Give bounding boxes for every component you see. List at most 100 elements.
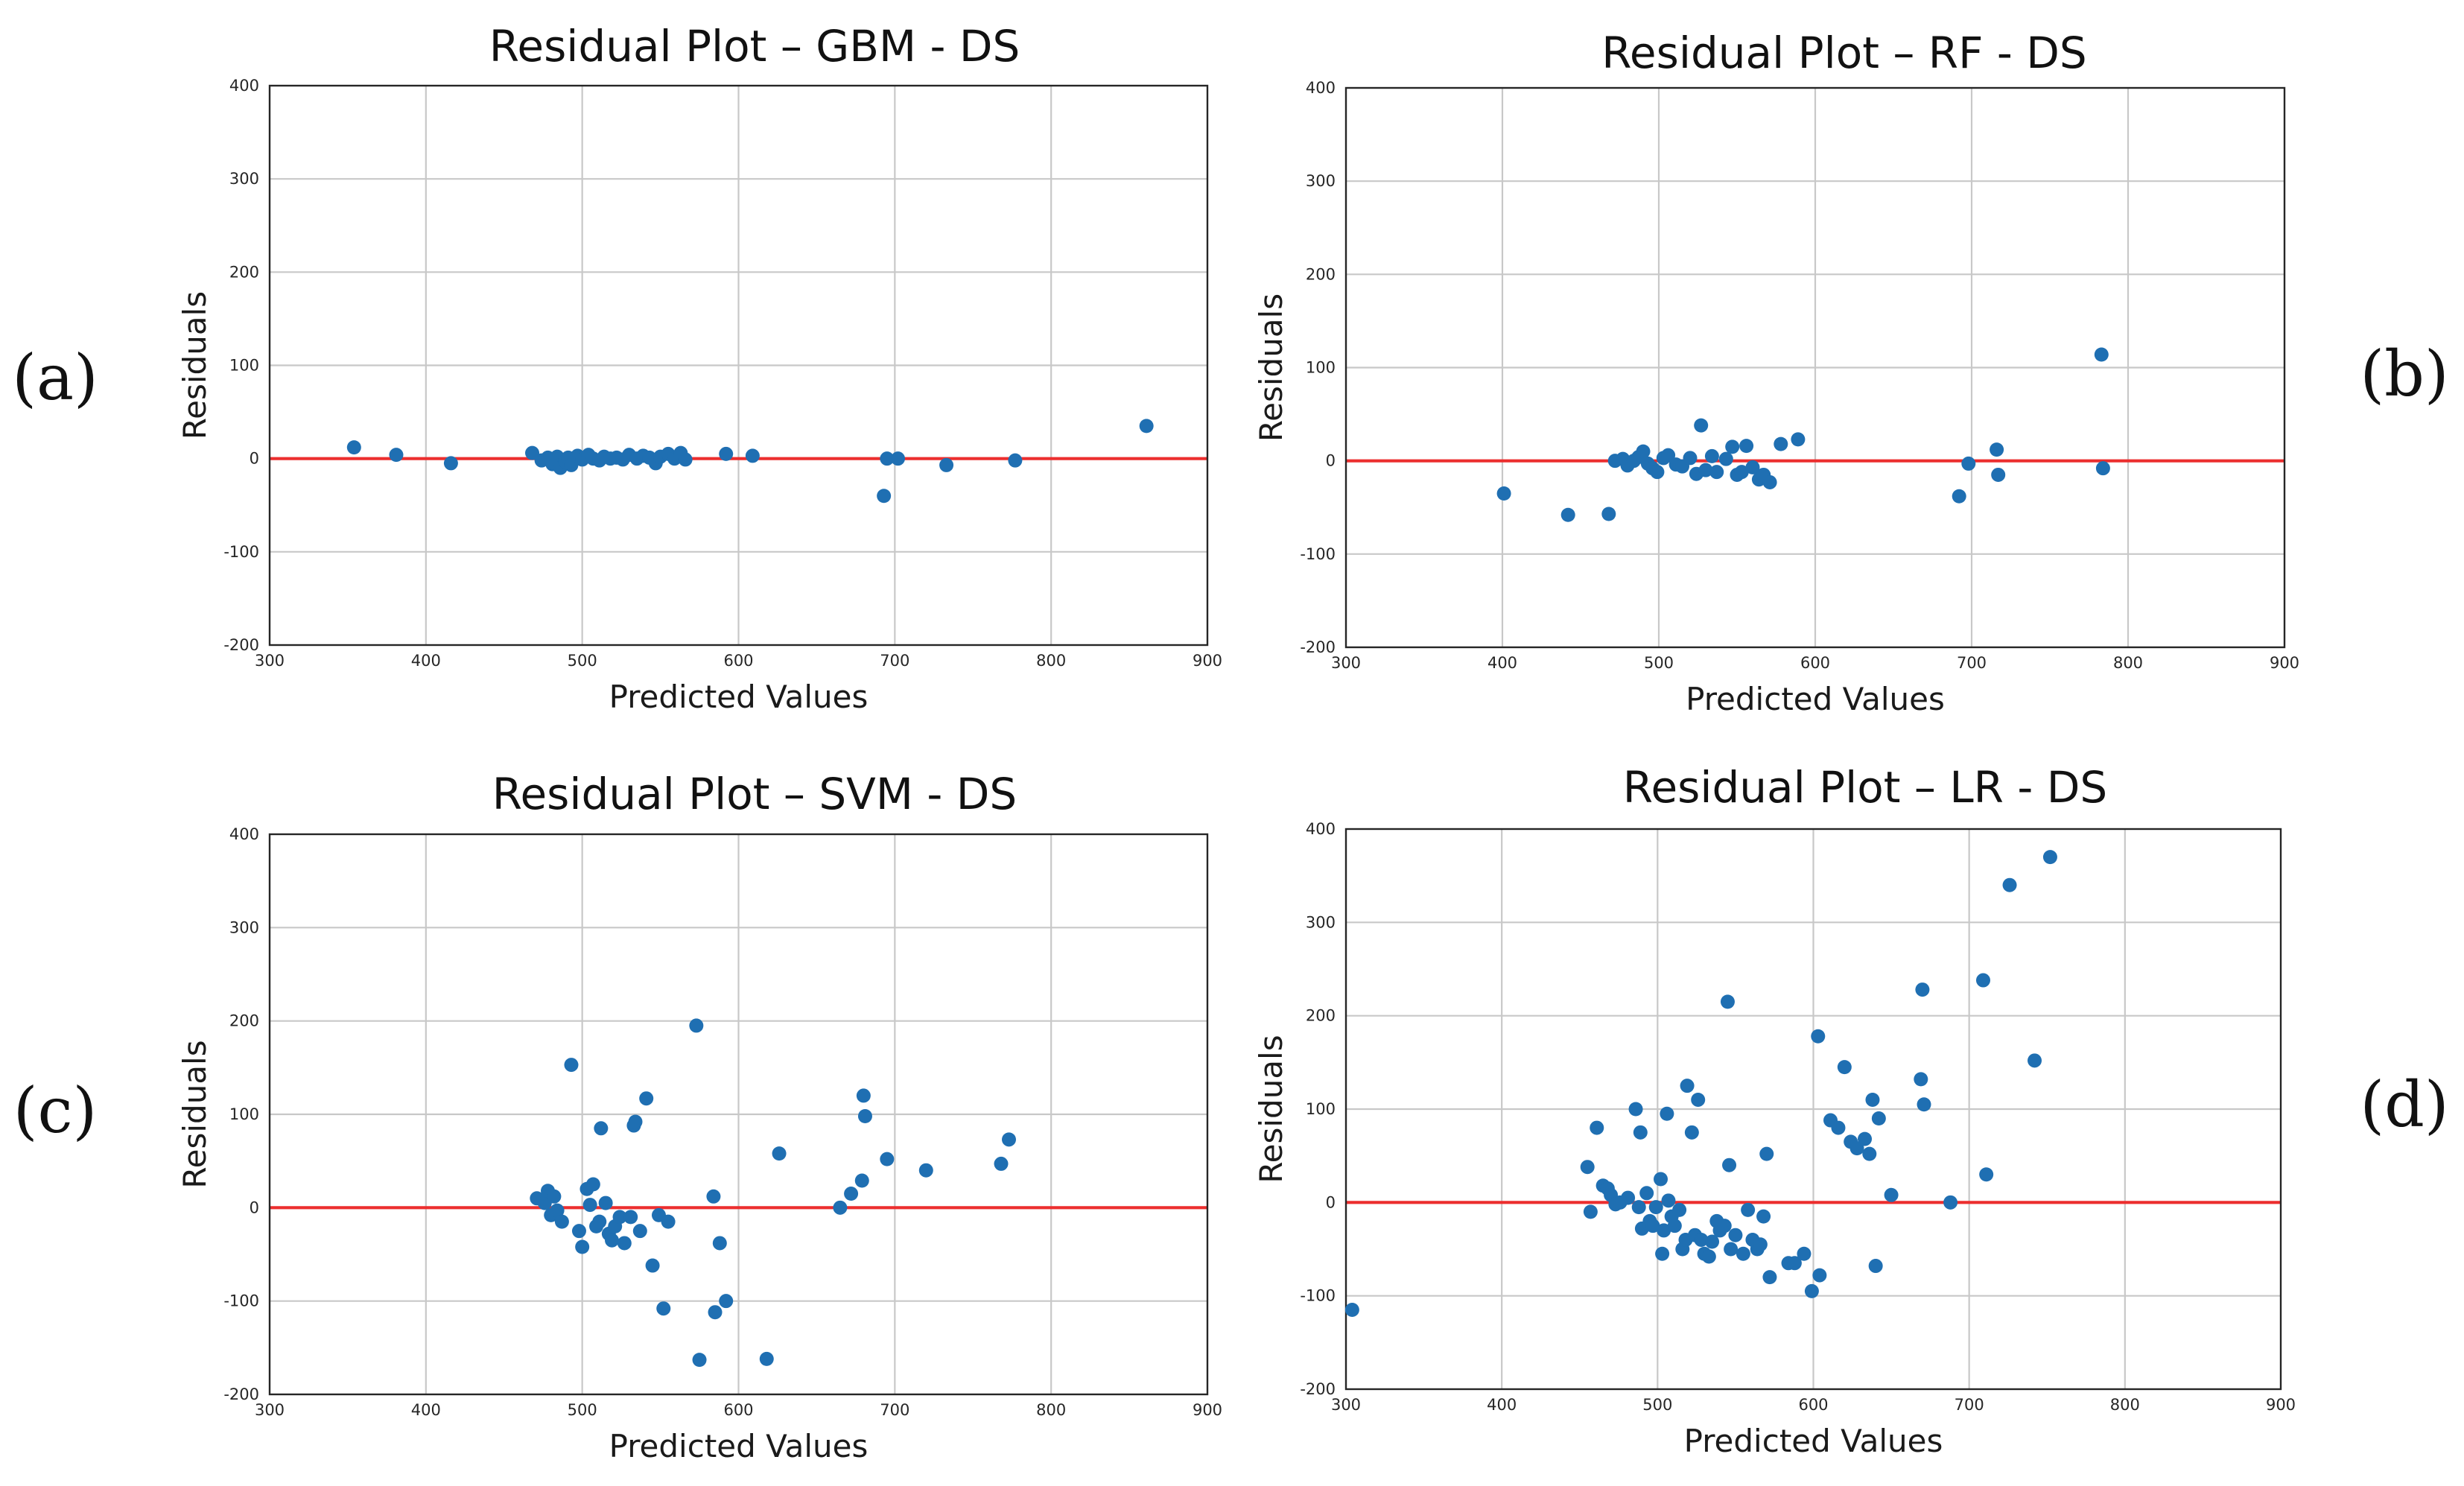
residual-point bbox=[833, 1200, 848, 1215]
residual-point bbox=[1654, 1172, 1668, 1187]
chart-panel-c: 300 400 500 600 700 800 900 -200 -100 0 100 200 300 4… bbox=[13, 769, 1222, 1464]
residual-point bbox=[1628, 1102, 1643, 1117]
residual-point bbox=[1639, 1186, 1654, 1201]
y-tick-label: 300 bbox=[229, 918, 259, 936]
residual-point bbox=[1698, 463, 1713, 477]
residual-point bbox=[1709, 465, 1724, 480]
x-tick-label: 300 bbox=[255, 1401, 285, 1419]
chart-title: Residual Plot – GBM - DS bbox=[489, 21, 1020, 72]
residual-point bbox=[1774, 436, 1788, 451]
y-tick-label: 200 bbox=[1306, 265, 1336, 283]
y-tick-label: 100 bbox=[229, 357, 259, 375]
residual-point bbox=[994, 1156, 1009, 1171]
residual-point bbox=[719, 446, 734, 461]
y-axis-label: Residuals bbox=[1253, 293, 1289, 442]
y-tick-label: -100 bbox=[1300, 545, 1336, 563]
residual-point bbox=[571, 1224, 586, 1239]
residual-point bbox=[1683, 451, 1698, 466]
residual-point bbox=[1650, 465, 1665, 480]
residual-point bbox=[547, 1189, 562, 1204]
residual-point bbox=[1990, 442, 2004, 457]
x-tick-label: 700 bbox=[1955, 1396, 1984, 1414]
residual-point bbox=[1008, 453, 1023, 468]
x-tick-label: 400 bbox=[411, 1401, 441, 1419]
residual-point bbox=[661, 1214, 676, 1229]
residual-point bbox=[918, 1163, 933, 1178]
residual-point bbox=[1884, 1187, 1899, 1202]
residual-point bbox=[1725, 439, 1740, 454]
residual-point bbox=[1583, 1204, 1598, 1219]
residual-point bbox=[2095, 461, 2110, 476]
residual-point bbox=[1704, 448, 1719, 463]
residual-point bbox=[772, 1146, 787, 1161]
residual-point bbox=[1718, 451, 1733, 466]
residual-point bbox=[1917, 1097, 1931, 1112]
y-tick-label: -100 bbox=[1300, 1287, 1336, 1305]
residual-point bbox=[1914, 1072, 1928, 1087]
residual-point bbox=[1724, 1242, 1739, 1257]
chart-panel-a: 300 400 500 600 700 800 900 -200 -100 0 100 200 300 4… bbox=[12, 21, 1222, 715]
x-axis-label: Predicted Values bbox=[1684, 1423, 1943, 1459]
y-tick-label: 100 bbox=[1306, 359, 1336, 377]
x-tick-label: 700 bbox=[880, 652, 909, 670]
x-tick-label: 600 bbox=[723, 1401, 753, 1419]
residual-point bbox=[1862, 1146, 1877, 1161]
residual-point bbox=[2028, 1053, 2042, 1068]
residual-point bbox=[1636, 444, 1651, 459]
y-axis-label: Residuals bbox=[177, 1040, 213, 1188]
y-axis-label: Residuals bbox=[1253, 1035, 1289, 1183]
residual-point bbox=[1762, 1270, 1777, 1285]
residual-point bbox=[2042, 850, 2057, 865]
residual-point bbox=[645, 1258, 660, 1273]
residual-point bbox=[1705, 1234, 1720, 1249]
plot-frame bbox=[268, 84, 1209, 647]
residual-point bbox=[880, 1152, 895, 1166]
chart-title: Residual Plot – SVM - DS bbox=[492, 769, 1017, 819]
residual-point bbox=[939, 457, 954, 472]
residual-point bbox=[623, 1210, 638, 1225]
residual-point bbox=[1002, 1132, 1017, 1147]
residual-point bbox=[719, 1294, 734, 1309]
x-tick-label: 400 bbox=[411, 652, 441, 670]
x-tick-label: 300 bbox=[1331, 1396, 1361, 1414]
plot-frame bbox=[268, 833, 1209, 1396]
x-tick-label: 900 bbox=[1193, 652, 1222, 670]
residual-point bbox=[628, 1114, 643, 1129]
x-tick-label: 400 bbox=[1487, 654, 1517, 672]
y-tick-label: 400 bbox=[229, 77, 259, 95]
residual-point bbox=[639, 1091, 654, 1106]
residual-point bbox=[346, 440, 361, 455]
residual-point bbox=[2002, 877, 2017, 892]
x-tick-label: 600 bbox=[1798, 1396, 1828, 1414]
residual-point bbox=[1979, 1167, 1994, 1182]
residual-point bbox=[1560, 507, 1575, 522]
residual-point bbox=[1728, 1228, 1743, 1242]
residual-point bbox=[1812, 1268, 1827, 1283]
plot-frame bbox=[1344, 828, 2282, 1391]
residual-point bbox=[1975, 973, 1990, 988]
residual-point bbox=[1667, 1219, 1682, 1233]
y-tick-label: -100 bbox=[223, 1292, 259, 1310]
residual-point bbox=[1797, 1246, 1812, 1261]
residual-point bbox=[1871, 1111, 1886, 1126]
residual-point bbox=[1580, 1160, 1595, 1175]
x-tick-label: 600 bbox=[723, 652, 753, 670]
residual-point bbox=[1849, 1141, 1864, 1156]
residual-point bbox=[1648, 1200, 1663, 1215]
residual-point bbox=[1858, 1131, 1873, 1146]
residual-point bbox=[575, 1239, 590, 1254]
x-tick-label: 900 bbox=[2266, 1396, 2296, 1414]
x-tick-label: 800 bbox=[1036, 652, 1066, 670]
residual-point bbox=[1791, 432, 1806, 447]
y-tick-label: 0 bbox=[1326, 1193, 1336, 1211]
y-tick-label: 300 bbox=[1306, 913, 1336, 931]
residual-point bbox=[550, 1203, 565, 1218]
residual-point bbox=[1717, 1219, 1732, 1233]
residual-point bbox=[712, 1236, 727, 1251]
residual-point bbox=[1991, 467, 2006, 482]
residual-point bbox=[1811, 1029, 1826, 1044]
residual-point bbox=[1865, 1092, 1880, 1107]
residual-point bbox=[1720, 994, 1735, 1009]
residual-point bbox=[1139, 419, 1154, 434]
y-tick-label: 300 bbox=[229, 170, 259, 188]
